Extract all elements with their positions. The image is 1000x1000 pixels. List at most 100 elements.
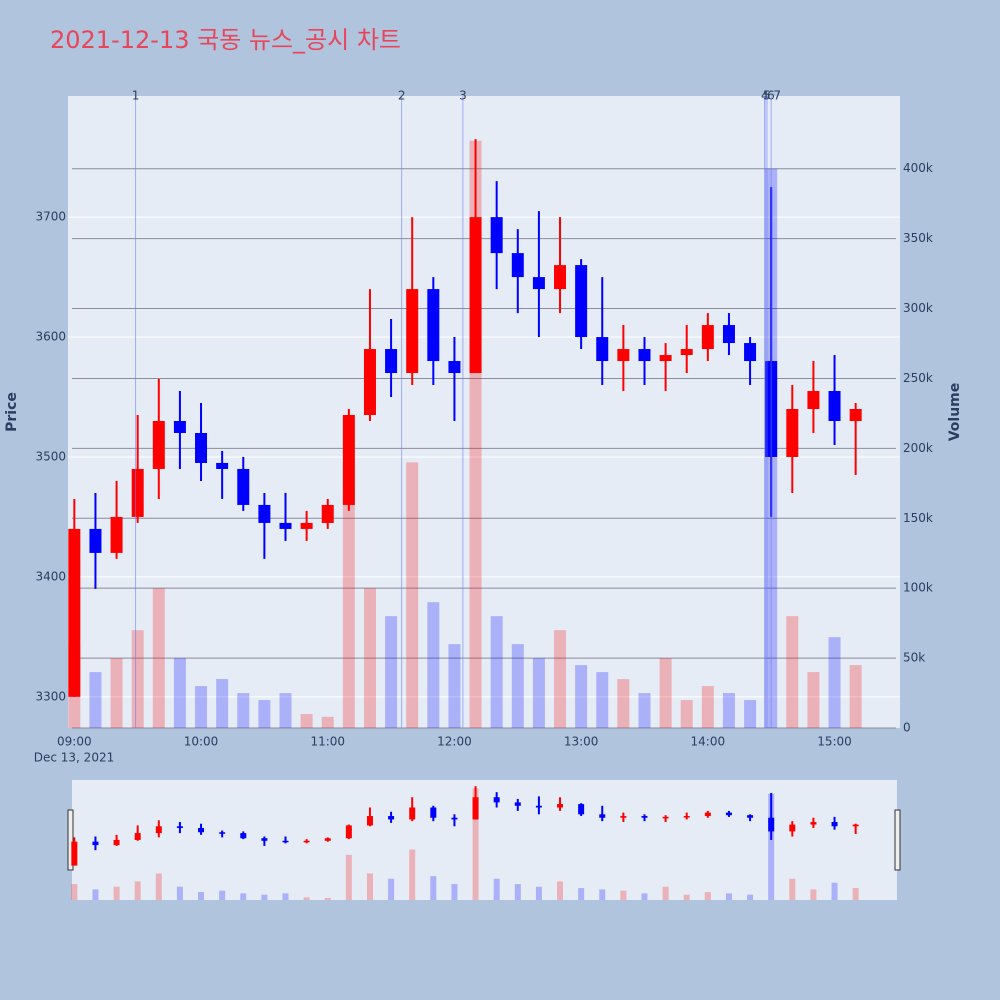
slider-volume-bar <box>345 854 352 900</box>
volume-bar <box>575 665 588 728</box>
volume-bar <box>195 686 208 728</box>
slider-volume-bar <box>514 884 521 900</box>
candle-body <box>363 349 376 415</box>
slider-volume-bar <box>725 893 732 900</box>
slider-candle-body <box>324 838 331 841</box>
slider-volume-bar <box>599 889 606 900</box>
slider-candle-body <box>282 840 289 843</box>
news-label: 7 <box>773 89 781 103</box>
slider-volume-bar <box>472 788 479 900</box>
slider-candle-body <box>810 822 817 825</box>
candle-body <box>849 409 862 421</box>
volume-bar <box>216 679 229 728</box>
y-tick-label: 3400 <box>35 569 66 583</box>
slider-volume-bar <box>219 890 226 900</box>
slider-candle-body <box>451 817 458 820</box>
candle-body <box>617 349 630 362</box>
candle-body <box>385 349 398 374</box>
candle-body <box>300 522 313 529</box>
volume-bar <box>701 686 714 728</box>
x-tick-label: 10:00 <box>184 735 219 749</box>
candle-body <box>216 462 229 469</box>
range-handle-left[interactable] <box>67 809 74 871</box>
slider-volume-bar <box>155 873 162 900</box>
volume-bar <box>131 630 144 728</box>
slider-volume-bar <box>493 878 500 900</box>
x-tick-label: 13:00 <box>564 735 599 749</box>
news-label: 5 <box>763 89 771 103</box>
slider-volume-bar <box>641 893 648 900</box>
chart-title: 2021-12-13 국동 뉴스_공시 차트 <box>50 26 401 54</box>
slider-volume-bar <box>366 873 373 900</box>
slider-candle-body <box>789 824 796 832</box>
slider-volume-bar <box>704 892 711 900</box>
range-handle-right[interactable] <box>894 809 901 871</box>
x-tick-label: 15:00 <box>817 735 852 749</box>
x-date-label: Dec 13, 2021 <box>34 751 114 765</box>
slider-candle-body <box>725 812 732 816</box>
candle-body <box>807 391 820 410</box>
slider-candle-body <box>430 807 437 818</box>
y2-tick-label: 0 <box>903 721 911 735</box>
y2-tick-label: 400k <box>903 161 933 175</box>
slider-candle-body <box>176 826 183 828</box>
slider-candle-body <box>92 841 99 846</box>
y2-tick-label: 300k <box>903 301 933 315</box>
slider-volume-bar <box>831 882 838 900</box>
volume-bar <box>807 672 820 728</box>
volume-bar <box>448 644 461 728</box>
slider-volume-bar <box>92 889 99 900</box>
volume-bar <box>363 588 376 728</box>
candle-body <box>89 528 102 553</box>
candle-body <box>131 468 144 517</box>
slider-candle-body <box>662 816 669 819</box>
slider-candle-body <box>345 825 352 839</box>
y2-tick-label: 50k <box>903 651 925 665</box>
volume-bar <box>89 672 102 728</box>
volume-bar <box>744 700 757 728</box>
slider-candle-body <box>155 826 162 834</box>
slider-candle-body <box>388 816 395 820</box>
slider-volume-bar <box>451 884 458 900</box>
range-slider[interactable] <box>72 780 897 900</box>
candle-body <box>195 432 208 463</box>
slider-candle-body <box>514 802 521 806</box>
candle-body <box>469 217 482 374</box>
volume-bar <box>237 693 250 728</box>
slider-candle-body <box>747 815 754 818</box>
candle-body <box>786 409 799 457</box>
slider-volume-bar <box>388 878 395 900</box>
news-label: 2 <box>398 89 406 103</box>
volume-bar <box>110 658 123 728</box>
news-label: 3 <box>459 89 467 103</box>
slider-volume-bar <box>430 876 437 900</box>
candle-body <box>321 504 334 523</box>
candle-body <box>596 337 609 362</box>
y2-tick-label: 100k <box>903 581 933 595</box>
volume-bar <box>152 588 165 728</box>
y2-axis-title: Volume <box>947 383 963 442</box>
slider-candle-body <box>472 797 479 820</box>
x-tick-label: 12:00 <box>437 735 472 749</box>
candle-body <box>490 217 503 254</box>
volume-bar <box>300 714 313 728</box>
slider-candle-body <box>303 840 310 843</box>
candle-body <box>152 420 165 469</box>
slider-candle-body <box>683 816 690 818</box>
candle-body <box>279 522 292 529</box>
candle-body <box>744 343 757 362</box>
candle-body <box>701 325 714 350</box>
slider-candle-body <box>240 833 247 839</box>
y-tick-label: 3600 <box>35 330 66 344</box>
y-tick-label: 3700 <box>35 210 66 224</box>
slider-volume-bar <box>557 881 564 900</box>
slider-volume-bar <box>578 888 585 900</box>
slider-candle-body <box>366 816 373 826</box>
candle-body <box>554 265 567 290</box>
slider-volume-bar <box>789 878 796 900</box>
slider-candle-body <box>219 832 226 834</box>
y-tick-label: 3500 <box>35 449 66 463</box>
volume-bar <box>406 462 419 728</box>
y-tick-label: 3300 <box>35 689 66 703</box>
